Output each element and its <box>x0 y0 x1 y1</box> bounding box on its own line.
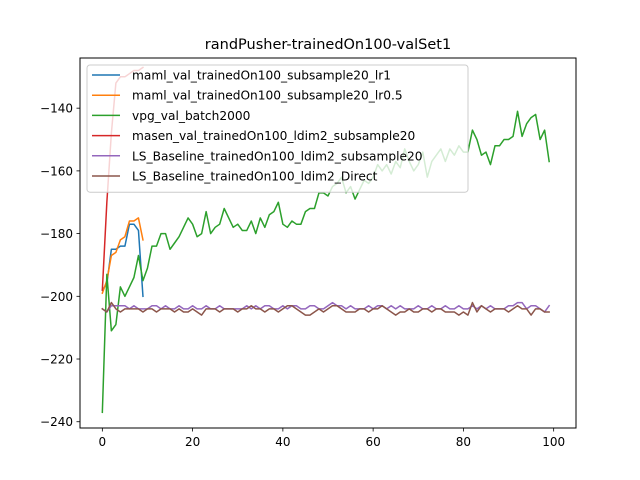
legend-box <box>86 64 469 193</box>
series-line-6 <box>101 301 550 316</box>
legend-label: LS_Baseline_trainedOn100_ldim2_subsample… <box>132 149 423 163</box>
chart-title: randPusher-trainedOn100-valSet1 <box>205 37 451 53</box>
legend: maml_val_trainedOn100_subsample20_lr1mam… <box>86 64 469 193</box>
y-axis: −240 −220 −200 −180 −160 −140 <box>40 102 80 429</box>
series-line-2 <box>101 217 144 295</box>
series-line-3 <box>101 110 550 414</box>
y-tick-label: −180 <box>40 227 73 241</box>
y-tick-label: −140 <box>40 102 73 116</box>
x-tick-label: 20 <box>185 435 200 449</box>
legend-label: maml_val_trainedOn100_subsample20_lr0.5 <box>132 89 403 103</box>
x-tick-label: 40 <box>275 435 290 449</box>
plot-frame <box>79 57 577 429</box>
legend-label: maml_val_trainedOn100_subsample20_lr1 <box>132 69 391 83</box>
legend-label: vpg_val_batch2000 <box>132 109 250 123</box>
x-tick-label: 80 <box>456 435 471 449</box>
y-tick-label: −240 <box>40 415 73 429</box>
x-tick-label: 100 <box>542 435 565 449</box>
x-axis: 0 20 40 60 80 100 <box>99 428 565 449</box>
y-tick-label: −200 <box>40 290 73 304</box>
y-tick-label: −160 <box>40 164 73 178</box>
x-tick-label: 60 <box>365 435 380 449</box>
y-tick-label: −220 <box>40 353 73 367</box>
legend-label: LS_Baseline_trainedOn100_ldim2_Direct <box>132 170 378 184</box>
legend-label: masen_val_trainedOn100_ldim2_subsample20 <box>132 129 415 143</box>
x-tick-label: 0 <box>99 435 107 449</box>
